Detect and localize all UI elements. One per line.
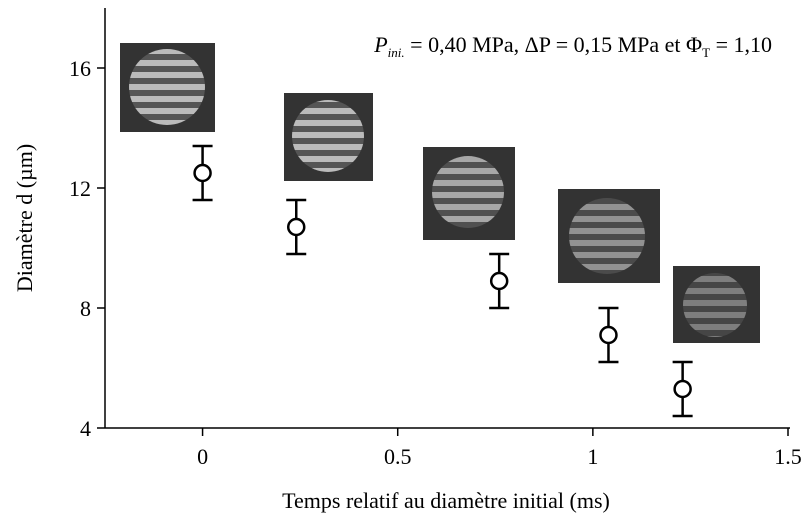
point xyxy=(599,325,618,345)
error-bar xyxy=(489,252,510,310)
x-axis-title: Temps relatif au diamètre initial (ms) xyxy=(282,488,610,513)
point xyxy=(193,163,212,183)
point xyxy=(673,379,692,399)
annotation-part: P xyxy=(373,32,387,57)
x-tick-label: 0.5 xyxy=(384,444,412,469)
y-axis-title: Diamètre d (µm) xyxy=(12,144,37,292)
x-tick-label: 1 xyxy=(587,444,598,469)
y-tick-label: 8 xyxy=(80,296,91,321)
annotation-part: = 0,40 MPa, ΔP = 0,15 MPa et Φ xyxy=(405,32,702,57)
error-bar xyxy=(192,144,213,202)
x-tick-label: 1.5 xyxy=(774,444,802,469)
error-bar xyxy=(598,306,619,364)
point xyxy=(286,217,306,237)
y-tick-label: 16 xyxy=(69,56,91,81)
annotation-part: T xyxy=(702,45,710,60)
y-tick-label: 4 xyxy=(80,416,91,441)
annotation-part: = 1,10 xyxy=(710,32,772,57)
annotation: Pini. = 0,40 MPa, ΔP = 0,15 MPa et ΦT = … xyxy=(373,32,772,60)
error-bar xyxy=(672,360,693,418)
error-bar xyxy=(286,198,307,256)
droplet-images xyxy=(120,43,760,343)
point xyxy=(489,271,509,291)
y-tick-label: 12 xyxy=(69,176,91,201)
x-tick-label: 0 xyxy=(197,444,208,469)
annotation-part: ini. xyxy=(388,45,405,60)
